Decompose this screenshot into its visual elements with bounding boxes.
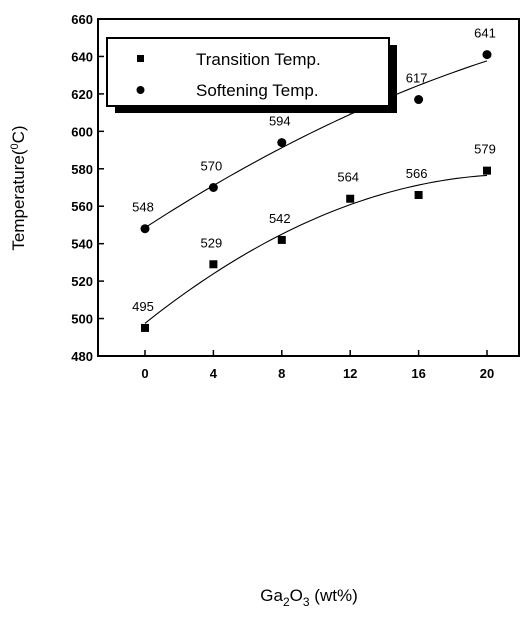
x-tick-label: 4 bbox=[210, 366, 218, 381]
x-tick-label: 12 bbox=[343, 366, 357, 381]
y-axis-label: Temperature(0C) bbox=[9, 125, 28, 250]
data-label-transition: 542 bbox=[269, 211, 291, 226]
point-softening bbox=[140, 224, 150, 234]
point-transition bbox=[346, 194, 355, 203]
data-label-transition: 564 bbox=[337, 170, 359, 185]
data-label-softening: 617 bbox=[406, 71, 428, 86]
point-transition bbox=[209, 260, 218, 269]
y-tick-label: 580 bbox=[71, 162, 93, 177]
y-tick-label: 620 bbox=[71, 87, 93, 102]
data-points bbox=[140, 50, 492, 332]
legend-marker-transition bbox=[137, 55, 144, 62]
data-label-softening: 548 bbox=[132, 200, 154, 215]
data-label-softening: 570 bbox=[201, 159, 223, 174]
x-tick-label: 16 bbox=[411, 366, 425, 381]
point-transition bbox=[483, 166, 491, 175]
plot-frame bbox=[97, 18, 520, 357]
y-tick-label: 560 bbox=[71, 199, 93, 214]
legend-label-softening: Softening Temp. bbox=[196, 81, 319, 100]
point-transition bbox=[414, 190, 423, 199]
data-label-transition: 529 bbox=[201, 235, 223, 250]
fit-curve-softening bbox=[144, 60, 488, 229]
x-tick-label: 0 bbox=[141, 366, 148, 381]
point-softening bbox=[482, 50, 492, 60]
point-softening bbox=[414, 95, 424, 105]
y-tick-label: 660 bbox=[71, 12, 93, 27]
data-label-transition: 566 bbox=[406, 166, 428, 181]
y-axis: 480 500 520 540 560 580 600 620 640 660 bbox=[71, 12, 104, 364]
y-tick-label: 500 bbox=[71, 312, 93, 327]
legend-label-transition: Transition Temp. bbox=[196, 50, 321, 69]
y-tick-label: 640 bbox=[71, 49, 93, 64]
point-transition bbox=[141, 323, 149, 332]
y-tick-label: 540 bbox=[71, 237, 93, 252]
legend: Transition Temp. Softening Temp. bbox=[106, 37, 397, 113]
legend-marker-softening bbox=[136, 86, 145, 94]
y-tick-label: 480 bbox=[71, 349, 93, 364]
x-tick-label: 20 bbox=[480, 366, 494, 381]
x-tick-label: 8 bbox=[278, 366, 285, 381]
y-tick-label: 520 bbox=[71, 274, 93, 289]
fit-curves bbox=[144, 60, 488, 324]
x-axis: 0 4 8 12 16 20 bbox=[141, 350, 494, 381]
point-softening bbox=[277, 138, 287, 148]
data-label-softening: 594 bbox=[269, 114, 291, 129]
data-label-transition: 495 bbox=[132, 299, 154, 314]
data-label-transition: 579 bbox=[474, 142, 496, 157]
data-label-softening: 641 bbox=[474, 26, 496, 41]
x-axis-label: Ga2O3 (wt%) bbox=[260, 586, 357, 609]
legend-box bbox=[106, 37, 390, 107]
y-tick-label: 600 bbox=[71, 124, 93, 139]
point-softening bbox=[208, 183, 218, 192]
fit-curve-transition bbox=[144, 174, 488, 324]
point-transition bbox=[277, 235, 286, 244]
